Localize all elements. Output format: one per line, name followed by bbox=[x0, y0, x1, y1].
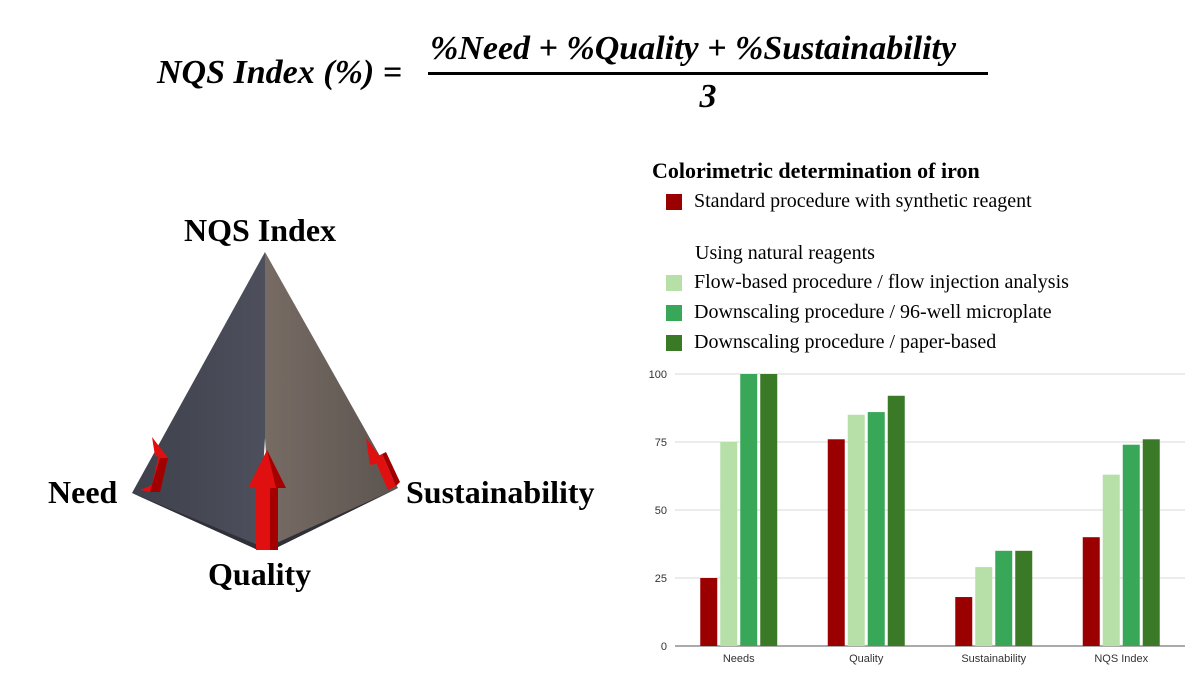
y-tick-label: 75 bbox=[655, 437, 667, 449]
x-tick-label: Sustainability bbox=[961, 653, 1026, 665]
x-tick-label: Needs bbox=[723, 653, 755, 665]
legend-item-paper: Downscaling procedure / paper-based bbox=[666, 331, 996, 354]
bar bbox=[867, 412, 885, 646]
legend-item-microplate: Downscaling procedure / 96-well micropla… bbox=[666, 301, 1052, 324]
bar bbox=[827, 439, 845, 646]
bar bbox=[1082, 537, 1100, 646]
bar bbox=[760, 374, 778, 646]
bar bbox=[975, 567, 993, 646]
pyramid-sustainability-label: Sustainability bbox=[406, 474, 595, 510]
legend-label-standard: Standard procedure with synthetic reagen… bbox=[694, 190, 1032, 212]
y-tick-label: 0 bbox=[661, 641, 667, 653]
sustainability-arrow bbox=[366, 438, 400, 490]
bar bbox=[1122, 444, 1140, 646]
pyramid-left-face bbox=[132, 252, 265, 550]
bar bbox=[720, 442, 738, 646]
bar-chart: 0 25 50 75 100 Needs Quality Sustainability NQS … bbox=[649, 369, 1185, 665]
bar bbox=[887, 395, 905, 646]
formula-denominator: 3 bbox=[699, 78, 717, 115]
bar bbox=[1015, 550, 1033, 646]
legend-title: Colorimetric determination of iron bbox=[652, 158, 980, 183]
need-arrow bbox=[140, 437, 168, 492]
y-tick-label: 100 bbox=[649, 369, 667, 381]
legend-swatch-paper bbox=[666, 334, 682, 351]
bar bbox=[995, 550, 1013, 646]
legend-label-paper: Downscaling procedure / paper-based bbox=[694, 331, 997, 353]
bar bbox=[847, 414, 865, 646]
x-tick-label: NQS Index bbox=[1094, 653, 1148, 665]
y-tick-label: 25 bbox=[655, 573, 667, 585]
pyramid-right-face bbox=[265, 252, 398, 550]
legend-swatch-flow bbox=[666, 274, 682, 291]
legend-item-flow: Flow-based procedure / flow injection an… bbox=[666, 271, 1069, 294]
legend-swatch-standard bbox=[666, 193, 682, 210]
bar bbox=[1142, 439, 1160, 646]
bar bbox=[955, 597, 973, 646]
chart-area: Colorimetric determination of iron Stand… bbox=[640, 150, 1200, 674]
formula-fraction-bar bbox=[428, 72, 988, 75]
nqs-pyramid: NQS Index Need Quality Sustainability bbox=[0, 200, 640, 600]
pyramid-graphic bbox=[132, 252, 400, 550]
pyramid-quality-label: Quality bbox=[208, 556, 312, 592]
legend-label-microplate: Downscaling procedure / 96-well micropla… bbox=[694, 301, 1052, 323]
legend-swatch-microplate bbox=[666, 304, 682, 321]
pyramid-need-label: Need bbox=[48, 474, 118, 510]
formula-numerator: %Need + %Quality + %Sustainability bbox=[430, 30, 957, 67]
pyramid-apex-label: NQS Index bbox=[184, 212, 337, 248]
legend-item-standard: Standard procedure with synthetic reagen… bbox=[666, 190, 1032, 213]
bar bbox=[1102, 474, 1120, 646]
x-tick-label: Quality bbox=[849, 653, 884, 665]
formula-lhs: NQS Index (%) = bbox=[157, 54, 403, 91]
legend-label-flow: Flow-based procedure / flow injection an… bbox=[694, 271, 1069, 293]
y-tick-label: 50 bbox=[655, 505, 667, 517]
quality-arrow bbox=[248, 450, 286, 550]
bar bbox=[740, 374, 758, 646]
bar bbox=[700, 578, 718, 646]
nqs-formula: NQS Index (%) = %Need + %Quality + %Sust… bbox=[0, 0, 1200, 130]
legend-natural-heading: Using natural reagents bbox=[695, 242, 875, 264]
